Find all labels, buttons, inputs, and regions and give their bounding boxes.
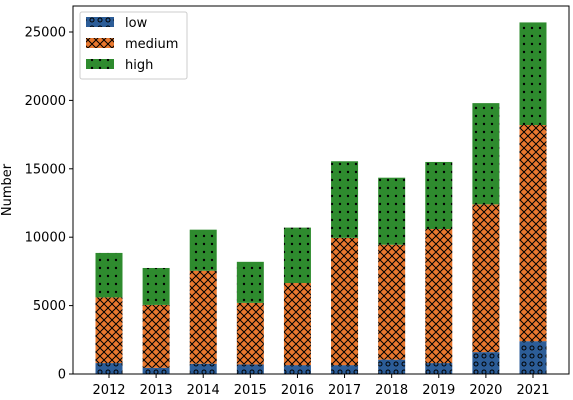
x-tick-label: 2020	[469, 383, 502, 398]
bar-low-2015	[236, 364, 264, 374]
bar-low-2021	[519, 341, 547, 374]
bar-low-2013	[142, 367, 170, 374]
bar-medium-2016	[283, 283, 311, 366]
y-tick-label: 5000	[33, 299, 66, 314]
bar-high-2014	[189, 229, 217, 271]
bar-high-2018	[378, 177, 406, 245]
bar-high-2021	[519, 22, 547, 126]
x-tick-label: 2019	[422, 383, 455, 398]
legend-swatch-low	[86, 17, 114, 27]
bar-medium-2017	[331, 237, 359, 366]
legend-label-high: high	[125, 58, 153, 73]
bar-medium-2021	[519, 125, 547, 342]
bar-high-2012	[95, 252, 123, 298]
y-tick-label: 15000	[25, 162, 66, 177]
y-axis-label: Number	[0, 163, 15, 216]
bar-low-2016	[283, 365, 311, 374]
y-axis-ticks: 0 5000 10000 15000 20000 25000	[25, 25, 73, 383]
y-tick-label: 10000	[25, 231, 66, 246]
x-axis-ticks: 2012 2013 2014 2015 2016 2017 2018 2019 2020 2021	[92, 374, 550, 398]
x-tick-label: 2018	[375, 383, 408, 398]
x-tick-label: 2015	[234, 383, 267, 398]
bar-low-2020	[472, 352, 500, 374]
legend-swatch-medium	[86, 38, 114, 48]
bar-low-2017	[331, 365, 359, 374]
bar-low-2019	[425, 363, 453, 374]
y-tick-label: 20000	[25, 94, 66, 109]
legend: low medium high	[79, 11, 188, 80]
x-tick-label: 2013	[140, 383, 173, 398]
x-tick-label: 2021	[516, 383, 549, 398]
bar-medium-2019	[425, 228, 453, 364]
bar-medium-2012	[95, 297, 123, 364]
bar-low-2014	[189, 363, 217, 374]
bar-high-2019	[425, 161, 453, 229]
bar-group	[95, 22, 547, 374]
bar-high-2016	[283, 227, 311, 284]
bar-medium-2015	[236, 302, 264, 365]
bar-high-2015	[236, 261, 264, 303]
y-tick-label: 25000	[25, 25, 66, 40]
bar-high-2013	[142, 267, 170, 305]
bar-medium-2020	[472, 204, 500, 353]
x-tick-label: 2017	[328, 383, 361, 398]
bar-high-2017	[331, 161, 359, 238]
bar-medium-2013	[142, 304, 170, 368]
bar-high-2020	[472, 103, 500, 205]
legend-label-medium: medium	[125, 37, 178, 52]
legend-swatch-high	[86, 59, 114, 69]
x-tick-label: 2012	[92, 383, 125, 398]
bar-low-2018	[378, 359, 406, 374]
bar-medium-2018	[378, 244, 406, 360]
legend-label-low: low	[125, 16, 148, 31]
bar-low-2012	[95, 363, 123, 374]
plot-frame	[72, 5, 570, 375]
legend-entry-low: low	[86, 16, 148, 31]
x-tick-label: 2014	[187, 383, 220, 398]
legend-entry-high: high	[86, 58, 153, 73]
y-tick-label: 0	[58, 368, 66, 383]
x-tick-label: 2016	[281, 383, 314, 398]
bar-medium-2014	[189, 270, 217, 364]
legend-entry-medium: medium	[86, 37, 178, 52]
